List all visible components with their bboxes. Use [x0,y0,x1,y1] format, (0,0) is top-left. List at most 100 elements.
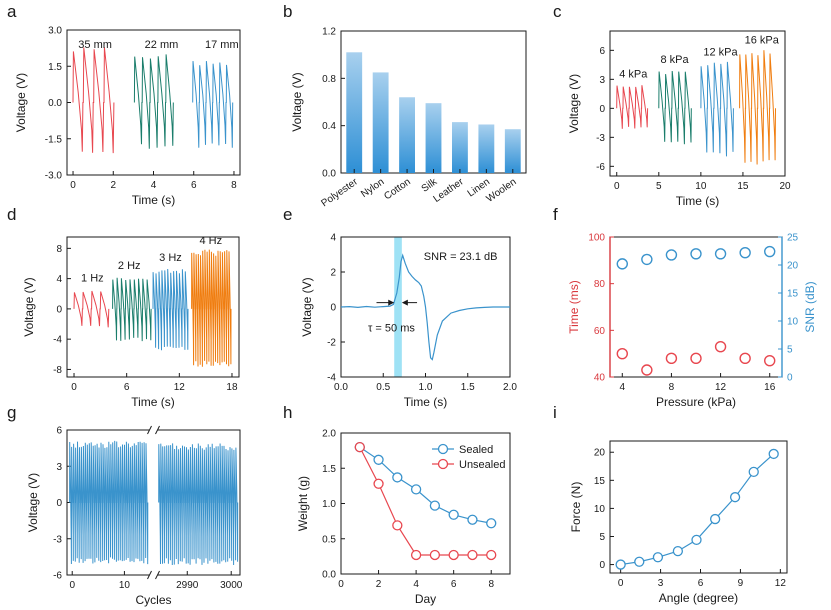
x-tick-label-c: 10 [695,181,707,192]
point-time [690,352,702,365]
x-tick-label-g: 3000 [220,580,243,591]
signal-series-a [72,47,115,154]
annotation-c: 8 kPa [660,54,689,66]
x-tick-label-a: 8 [231,180,237,191]
point-snr [616,258,628,270]
annotation-a: 35 mm [78,39,112,51]
signal-series-c [700,61,734,157]
y-tick-label-i: 15 [594,476,606,487]
point-time [665,352,678,365]
point-time [714,340,727,353]
bar-silk [425,103,442,173]
y-tick-label-h: 1.0 [322,499,336,510]
signal-series-c [616,85,649,129]
y-tick-label-g: -6 [53,571,62,582]
signal-series-g [69,440,149,565]
x-tick-label-e: 2.0 [503,382,517,393]
y-tick-label-e: -4 [327,373,336,384]
x-tick-label-c: 15 [737,181,749,192]
signal-series-d [152,268,189,351]
x-tick-label-c: 20 [779,181,791,192]
legend-marker-sealed [437,443,449,455]
y-axis-label-b: Voltage (V) [290,72,304,131]
y-tick-label-right-f: 15 [787,289,799,300]
x-axis-label-c: Time (s) [676,194,720,208]
point-sealed [373,454,384,465]
point-force [691,534,702,546]
y-tick-label-left-f: 40 [594,373,606,384]
y-tick-label-g: 6 [56,426,62,437]
y-tick-label-d: 0 [56,304,62,315]
panel-label-b: b [283,2,293,21]
bar-leather [452,122,468,173]
y-tick-label-h: 0.5 [322,534,336,545]
bar-nylon [372,72,389,173]
point-force [615,559,626,570]
x-tick-label-a: 0 [70,180,76,191]
plot-frame-i [609,440,788,574]
panel-label-a: a [7,2,17,21]
y-tick-label-e: 0 [330,303,336,314]
annotation-a: 22 mm [145,39,179,51]
signal-series-a [192,61,234,148]
signal-series-d [112,277,152,342]
y-tick-label-right-f: 5 [787,345,793,356]
x-axis-label-d: Time (s) [131,395,175,409]
x-tick-label-b: Woolen [485,176,519,204]
y-tick-label-e: -2 [327,338,336,349]
axis-break-gap [149,572,158,578]
panel-label-h: h [283,403,293,422]
y-tick-label-h: 1.5 [322,464,336,475]
x-tick-label-a: 4 [151,180,157,191]
point-snr [641,253,653,266]
annotation-snr: SNR = 23.1 dB [424,251,498,263]
annotation-d: 3 Hz [159,252,182,264]
y-tick-label-right-f: 10 [787,317,799,328]
x-tick-label-e: 0.0 [334,382,348,393]
y-tick-label-d: -8 [53,365,62,376]
x-axis-label-i: Angle (degree) [659,591,738,605]
bar-polyester [346,52,363,173]
panel-label-g: g [7,403,17,422]
panel-label-i: i [553,403,557,422]
signal-series-d [73,290,110,328]
x-tick-label-h: 6 [451,579,457,590]
plot-frame-c [609,30,786,177]
y-axis-label-d: Voltage (V) [22,277,36,336]
y-axis-label-c: Voltage (V) [567,74,581,133]
point-unsealed [467,549,478,561]
point-force [748,466,759,478]
x-tick-label-a: 2 [110,180,116,191]
x-tick-label-e: 0.5 [376,382,390,393]
x-axis-label-a: Time (s) [132,193,176,207]
signal-series-c [739,50,776,165]
axis-break-gap [149,427,158,433]
y-axis-label-h: Weight (g) [296,476,310,531]
x-tick-label-a: 6 [191,180,197,191]
y-tick-label-g: 3 [56,462,62,473]
y-tick-label-b: 0.8 [322,74,336,85]
point-snr [690,248,702,260]
x-tick-label-d: 0 [71,382,77,393]
annotation-d: 1 Hz [81,273,104,285]
signal-series-c [658,70,692,145]
point-force [634,556,645,567]
y-tick-label-h: 2.0 [322,429,336,440]
x-tick-label-b: Leather [432,176,467,205]
x-axis-label-g: Cycles [135,593,171,607]
y-tick-label-d: -4 [53,335,62,346]
point-unsealed [429,549,441,561]
point-time [641,364,653,376]
y-tick-label-e: 4 [330,233,336,244]
y-tick-label-right-f: 25 [787,233,799,244]
y-axis-label-right-f: SNR (dB) [803,281,817,332]
x-tick-label-e: 1.5 [461,382,475,393]
legend-label-sealed: Sealed [459,444,493,456]
y-tick-label-d: 4 [56,274,62,285]
signal-series-d [191,249,232,367]
x-tick-label-h: 2 [376,579,382,590]
x-axis-label-e: Time (s) [404,395,448,409]
point-sealed [410,484,422,495]
y-tick-label-g: 0 [56,498,62,509]
point-sealed [429,500,441,511]
